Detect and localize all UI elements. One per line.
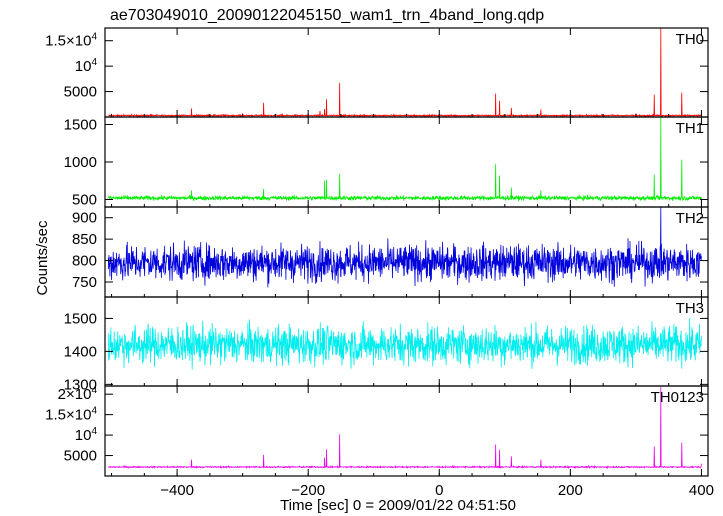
panel-frame: [104, 116, 709, 208]
series-line-th3: [107, 318, 702, 370]
panel-th2: 750 800 850 900 TH2: [72, 206, 709, 298]
panel-th0123: 5000 104 1.5×104 2×104 TH0123: [45, 385, 709, 477]
series-label-th1: TH1: [676, 120, 704, 137]
x-tick-label: 200: [558, 482, 583, 499]
y-tick-label: 1500: [64, 117, 97, 134]
y-tick-label: 1500: [64, 310, 97, 327]
y-tick-label: 850: [72, 231, 97, 248]
x-axis-label: Time [sec] 0 = 2009/01/22 04:51:50: [280, 497, 516, 514]
y-tick-label: 1400: [64, 343, 97, 360]
y-tick-label: 104: [75, 426, 98, 444]
panel-th0: 5000 104 1.5×104 TH0: [45, 27, 709, 118]
y-tick-label: 800: [72, 253, 97, 270]
panel-th3: 1300 1400 1500 TH3: [64, 296, 709, 393]
x-tick-label: 0: [435, 482, 443, 499]
y-tick-label: 5000: [64, 448, 97, 465]
y-tick-label: 1.5×104: [45, 406, 97, 424]
x-tick-label: −200: [291, 482, 325, 499]
y-tick-label: 750: [72, 274, 97, 291]
y-tick-label: 500: [72, 192, 97, 209]
y-tick-label: 1.5×104: [45, 32, 97, 50]
y-tick-label: 5000: [64, 84, 97, 101]
series-label-th2: TH2: [676, 210, 704, 227]
y-tick-label: 900: [72, 210, 97, 227]
y-axis-label: Counts/sec: [34, 220, 51, 296]
panel-th1: 500 1000 1500 TH1: [64, 116, 709, 209]
series-line-th0123: [108, 386, 702, 470]
y-tick-label: 1000: [64, 154, 97, 171]
x-tick-label: −400: [160, 482, 194, 499]
panels: 5000 104 1.5×104 TH0 500 1000 1500 TH1 750 800 850…: [45, 27, 714, 499]
series-label-th3: TH3: [676, 300, 704, 317]
series-line-th0: [108, 28, 702, 118]
series-label-th0123: TH0123: [651, 389, 704, 406]
y-tick-label: 2×104: [58, 385, 98, 403]
x-tick-label: 400: [689, 482, 714, 499]
panel-frame: [104, 385, 709, 477]
series-line-th1: [108, 116, 702, 202]
chart-title: ae703049010_20090122045150_wam1_trn_4ban…: [110, 7, 544, 24]
series-label-th0: TH0: [676, 31, 704, 48]
panel-frame: [104, 27, 709, 118]
y-tick-label: 104: [75, 57, 98, 75]
y-tick-label: 1300: [64, 376, 97, 393]
series-line-th2: [107, 206, 702, 288]
